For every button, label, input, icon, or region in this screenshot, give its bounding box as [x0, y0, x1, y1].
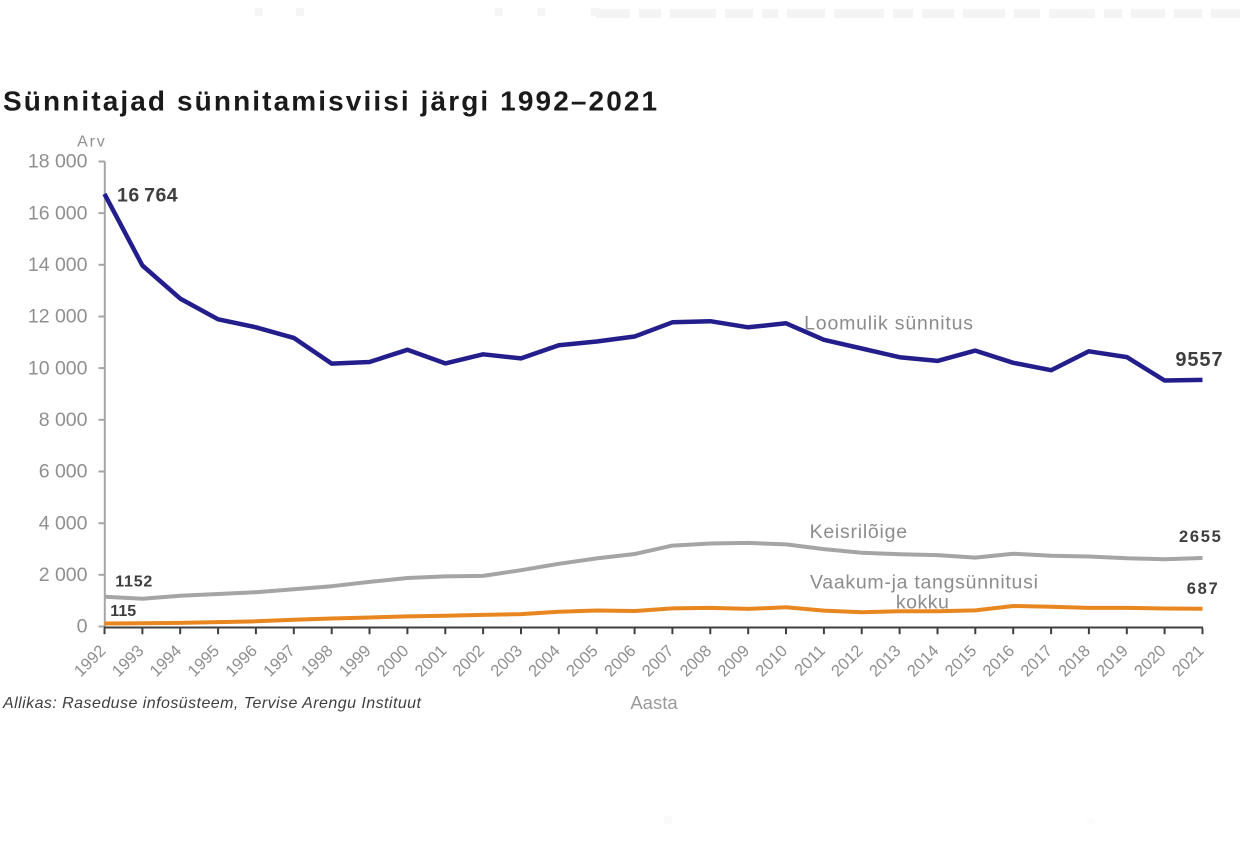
svg-text:687: 687: [1187, 580, 1220, 598]
svg-text:14 000: 14 000: [28, 254, 88, 276]
svg-text:Aasta: Aasta: [630, 692, 678, 713]
svg-text:0: 0: [77, 616, 88, 638]
svg-text:2013: 2013: [866, 642, 905, 681]
svg-text:6 000: 6 000: [39, 461, 88, 483]
svg-text:2006: 2006: [601, 642, 640, 681]
svg-text:Allikas: Raseduse infosüsteem,: Allikas: Raseduse infosüsteem, Tervise A…: [2, 695, 422, 712]
svg-text:16 000: 16 000: [28, 202, 88, 224]
svg-text:2012: 2012: [828, 642, 867, 681]
svg-text:1998: 1998: [298, 642, 337, 681]
svg-text:2000: 2000: [374, 642, 413, 681]
svg-text:1992: 1992: [71, 642, 110, 681]
svg-text:2021: 2021: [1169, 642, 1208, 681]
svg-text:2015: 2015: [942, 642, 981, 681]
svg-text:Vaakum-ja tangsünnitusi: Vaakum-ja tangsünnitusi: [810, 571, 1039, 593]
svg-text:2018: 2018: [1055, 642, 1094, 681]
svg-text:2016: 2016: [980, 642, 1019, 681]
svg-text:1994: 1994: [147, 642, 186, 681]
svg-text:2008: 2008: [677, 642, 716, 681]
svg-text:1997: 1997: [260, 642, 299, 681]
svg-text:1995: 1995: [184, 642, 223, 681]
svg-text:Sünnitajad sünnitamisviisi jär: Sünnitajad sünnitamisviisi järgi 1992–20…: [3, 86, 659, 117]
svg-text:8 000: 8 000: [39, 409, 88, 431]
svg-text:2 000: 2 000: [39, 564, 88, 586]
svg-text:Keisrilõige: Keisrilõige: [810, 521, 908, 543]
svg-text:18 000: 18 000: [28, 151, 88, 173]
svg-text:1996: 1996: [222, 642, 261, 681]
svg-text:16 764: 16 764: [117, 184, 178, 206]
svg-text:1993: 1993: [109, 642, 148, 681]
svg-text:1999: 1999: [336, 642, 375, 681]
svg-text:2002: 2002: [449, 642, 488, 681]
svg-text:2005: 2005: [563, 642, 602, 681]
svg-text:2003: 2003: [487, 642, 526, 681]
svg-text:Loomulik sünnitus: Loomulik sünnitus: [804, 313, 974, 335]
svg-text:2655: 2655: [1179, 528, 1223, 546]
svg-text:2010: 2010: [752, 642, 791, 681]
svg-text:115: 115: [110, 603, 136, 620]
svg-text:2020: 2020: [1131, 642, 1170, 681]
svg-text:2019: 2019: [1093, 642, 1132, 681]
svg-text:9557: 9557: [1175, 349, 1223, 371]
svg-text:1152: 1152: [115, 573, 153, 590]
svg-text:2001: 2001: [412, 642, 451, 681]
svg-text:Arv: Arv: [77, 134, 106, 151]
svg-text:10 000: 10 000: [28, 357, 88, 379]
svg-text:2004: 2004: [525, 642, 564, 681]
svg-text:4 000: 4 000: [39, 512, 88, 534]
svg-text:2007: 2007: [639, 642, 678, 681]
svg-text:2017: 2017: [1017, 642, 1056, 681]
svg-text:2011: 2011: [791, 642, 829, 680]
svg-text:2009: 2009: [715, 642, 754, 681]
svg-text:12 000: 12 000: [28, 306, 88, 328]
svg-text:2014: 2014: [904, 642, 943, 681]
svg-text:kokku: kokku: [896, 592, 949, 614]
